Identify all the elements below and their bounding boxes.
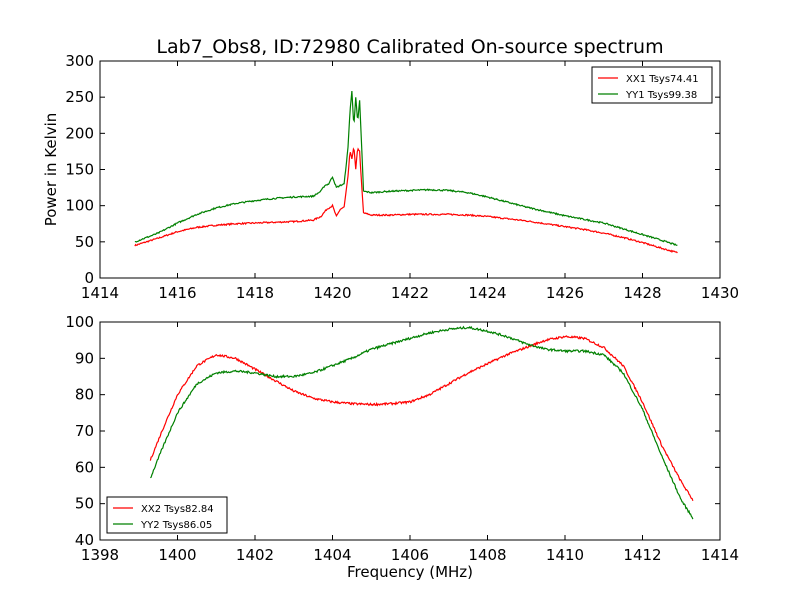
plot-top: 1414 1416 1418 1420 1422 1424 1426 1428 1430 0 50 1…: [42, 52, 739, 302]
x-tick-label-bottom: 1410: [546, 546, 584, 564]
y-tick-label-top: 250: [65, 88, 94, 106]
y-tick-label-top: 0: [84, 269, 94, 287]
series-line-bottom-2: [149, 325, 694, 520]
x-tick-label-top: 1420: [313, 284, 351, 302]
x-tick-label-top: 1428: [623, 284, 661, 302]
legend-box-bottom: [106, 496, 228, 534]
legend-label-bottom-1: XX2 Tsys82.84: [141, 504, 214, 515]
y-tick-label-bottom: 90: [75, 349, 94, 367]
y-tick-label-bottom: 80: [75, 386, 94, 404]
legend-label-top-1: XX1 Tsys74.41: [626, 74, 699, 85]
legend-top: XX1 Tsys74.41 YY1 Tsys99.38: [591, 66, 713, 104]
x-tick-label-top: 1424: [468, 284, 506, 302]
series-line-top-2: [134, 90, 678, 246]
x-tick-label-bottom: 1406: [391, 546, 429, 564]
legend-box-top: [591, 66, 713, 104]
x-tick-label-top: 1418: [236, 284, 274, 302]
y-axis-label-top: Power in Kelvin: [42, 113, 60, 227]
y-tick-label-bottom: 60: [75, 458, 94, 476]
series-line-bottom-1: [149, 335, 694, 501]
y-tick-label-bottom: 100: [65, 313, 94, 331]
figure-xlabel: Frequency (MHz): [347, 563, 473, 581]
x-tick-label-bottom: 1404: [313, 546, 351, 564]
x-tick-label-top: 1422: [391, 284, 429, 302]
x-tick-label-top: 1414: [81, 284, 119, 302]
y-tick-label-bottom: 50: [75, 495, 94, 513]
y-tick-label-bottom: 70: [75, 422, 94, 440]
y-tick-label-bottom: 40: [75, 531, 94, 549]
plot-bottom: 1398 1400 1402 1404 1406 1408 1410 1412 1414 40 50…: [65, 313, 739, 564]
x-tick-label-bottom: 1402: [236, 546, 274, 564]
legend-label-bottom-2: YY2 Tsys86.05: [140, 520, 212, 531]
y-tick-label-top: 100: [65, 197, 94, 215]
x-tick-label-bottom: 1400: [158, 546, 196, 564]
y-tick-label-top: 150: [65, 161, 94, 179]
x-tick-label-bottom: 1408: [468, 546, 506, 564]
figure-title: Lab7_Obs8, ID:72980 Calibrated On-source…: [156, 36, 663, 58]
y-tick-label-top: 50: [75, 233, 94, 251]
x-tick-label-bottom: 1398: [81, 546, 119, 564]
legend-bottom: XX2 Tsys82.84 YY2 Tsys86.05: [106, 496, 228, 534]
series-line-top-1: [134, 147, 678, 254]
x-tick-label-top: 1426: [546, 284, 584, 302]
x-tick-label-top: 1416: [158, 284, 196, 302]
legend-label-top-2: YY1 Tsys99.38: [625, 90, 697, 101]
y-tick-label-top: 300: [65, 52, 94, 70]
x-tick-label-bottom: 1412: [623, 546, 661, 564]
x-tick-label-bottom: 1414: [701, 546, 739, 564]
x-tick-label-top: 1430: [701, 284, 739, 302]
y-tick-label-top: 200: [65, 124, 94, 142]
